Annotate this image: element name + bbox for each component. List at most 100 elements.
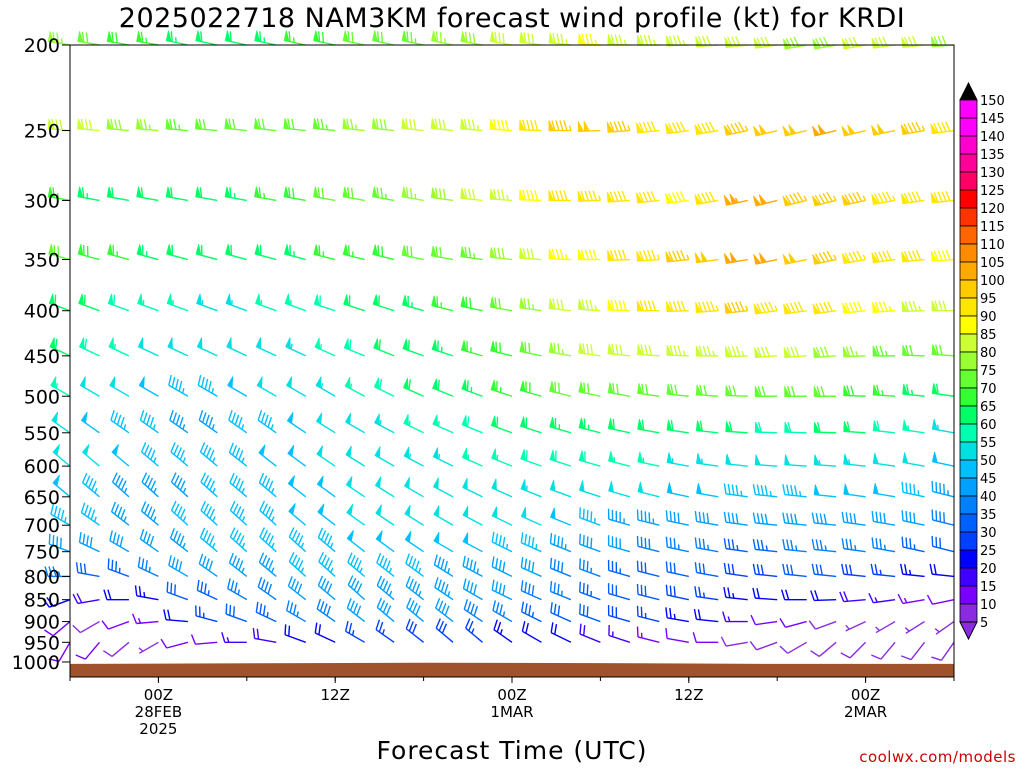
colorbar-cell xyxy=(959,261,978,281)
wind-barb xyxy=(461,379,483,397)
wind-barb xyxy=(931,419,955,434)
colorbar-cell xyxy=(959,387,978,407)
wind-barb xyxy=(224,186,247,202)
wind-barb xyxy=(520,580,542,601)
wind-barb xyxy=(843,421,866,434)
wind-barb xyxy=(549,479,572,498)
wind-barb xyxy=(813,484,837,498)
wind-barb xyxy=(460,296,483,312)
wind-barb xyxy=(433,477,454,498)
wind-barb xyxy=(170,442,189,467)
wind-barb xyxy=(198,553,218,577)
wind-barb xyxy=(520,506,542,526)
colorbar-cell xyxy=(959,549,978,569)
wind-barb xyxy=(810,641,837,658)
wind-barb xyxy=(666,300,689,313)
wind-barb xyxy=(160,638,189,649)
colorbar-cell xyxy=(959,351,978,371)
wind-barb xyxy=(168,555,189,578)
wind-barb xyxy=(607,508,631,526)
wind-barb xyxy=(720,636,748,647)
wind-barb xyxy=(374,476,395,498)
wind-barb xyxy=(432,378,454,397)
wind-barb xyxy=(225,603,248,623)
wind-barb xyxy=(109,376,130,397)
wind-barb xyxy=(401,30,424,46)
wind-barb xyxy=(693,608,719,623)
colorbar-cell xyxy=(959,333,978,353)
wind-barb xyxy=(784,454,807,467)
wind-barb xyxy=(752,587,778,601)
wind-barb xyxy=(872,384,896,397)
colorbar-label: 95 xyxy=(980,292,997,307)
wind-barb xyxy=(375,530,395,553)
wind-barb xyxy=(931,481,955,498)
wind-barb xyxy=(257,576,277,601)
colorbar-label: 60 xyxy=(980,418,997,433)
wind-barb xyxy=(696,483,719,498)
wind-barb xyxy=(462,505,483,526)
wind-barb xyxy=(607,559,631,578)
wind-barb xyxy=(490,415,513,434)
wind-barb xyxy=(606,120,631,133)
colorbar-label: 80 xyxy=(980,346,997,361)
wind-barb xyxy=(200,472,218,498)
wind-barb xyxy=(550,622,572,643)
ground-fill xyxy=(70,662,954,677)
wind-barb xyxy=(431,30,454,46)
wind-barb xyxy=(165,186,188,202)
wind-barb xyxy=(163,609,188,623)
wind-barb xyxy=(195,244,218,261)
wind-barb xyxy=(491,579,513,601)
wind-barb xyxy=(492,600,513,623)
x-tick-label: 12Z xyxy=(674,686,703,704)
wind-barb xyxy=(229,527,248,553)
wind-barb xyxy=(665,561,689,578)
wind-barb xyxy=(48,641,71,663)
wind-barb xyxy=(347,552,366,577)
wind-barb xyxy=(783,346,807,359)
wind-barb xyxy=(258,472,277,498)
wind-barb xyxy=(723,538,748,553)
wind-barb xyxy=(72,593,100,605)
wind-barb xyxy=(930,121,955,135)
colorbar-label: 110 xyxy=(980,238,1005,253)
wind-barb xyxy=(225,244,247,261)
colorbar-cell xyxy=(959,567,978,587)
wind-barb xyxy=(460,246,483,261)
colorbar-cell xyxy=(959,477,978,497)
wind-barb xyxy=(753,36,778,49)
wind-barb xyxy=(47,31,71,46)
wind-barbs xyxy=(42,30,955,663)
wind-barb xyxy=(723,483,748,498)
wind-barb xyxy=(813,386,837,397)
wind-barb xyxy=(782,252,807,265)
wind-barb xyxy=(637,383,660,397)
wind-barb xyxy=(344,376,365,397)
wind-barb xyxy=(694,121,719,136)
wind-barb xyxy=(460,31,483,46)
wind-barb xyxy=(48,244,71,261)
wind-barb xyxy=(111,472,130,498)
wind-barb xyxy=(48,293,71,312)
wind-barb xyxy=(931,344,955,357)
wind-barb xyxy=(578,417,601,434)
wind-barb xyxy=(904,620,925,634)
wind-barb xyxy=(520,449,542,467)
colorbar-cell xyxy=(959,585,978,605)
wind-barb xyxy=(77,118,100,132)
wind-barb xyxy=(169,410,189,434)
wind-barb xyxy=(749,641,778,651)
wind-barb xyxy=(491,556,513,578)
wind-barb xyxy=(344,620,366,643)
wind-barb xyxy=(405,576,425,601)
x-axis-label: Forecast Time (UTC) xyxy=(377,736,648,765)
wind-barb xyxy=(229,472,248,498)
colorbar-cell xyxy=(959,315,978,335)
wind-barb xyxy=(607,605,631,623)
wind-barb xyxy=(343,294,365,312)
x-tick-label: 28FEB xyxy=(135,703,182,721)
wind-barb xyxy=(608,625,631,643)
wind-barb xyxy=(845,620,866,632)
wind-barb xyxy=(373,338,395,357)
